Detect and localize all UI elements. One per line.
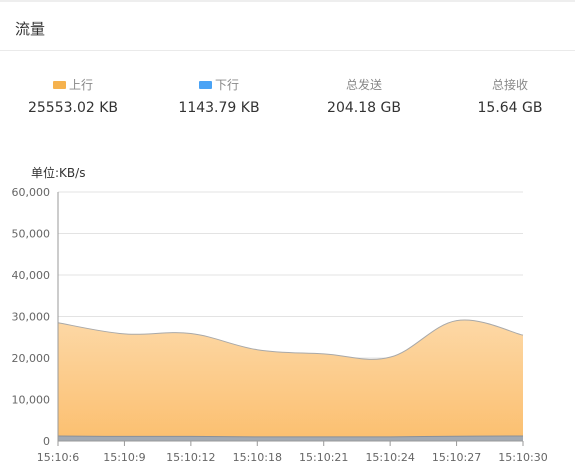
upload-series-line [57,319,524,360]
y-tick-label: 50,000 [12,228,51,241]
stat-upload-label: 上行 [3,76,143,94]
x-tick-label: 15:10:9 [103,451,145,464]
stat-download-label: 下行 [149,76,289,94]
upload-label-text: 上行 [68,78,93,92]
y-tick-label: 10,000 [12,394,51,407]
top-border [0,0,575,2]
stat-total-received-value: 15.64 GB [477,100,543,116]
download-label-text: 下行 [214,78,239,92]
x-tick-label: 15:10:27 [432,451,481,464]
stat-upload-value: 25553.02 KB [27,100,119,116]
y-tick-label: 30,000 [12,311,51,324]
stat-total-sent-label: 总发送 [345,78,382,92]
x-tick-label: 15:10:18 [233,451,282,464]
download-area [58,436,523,441]
traffic-chart: 0 10,000 20,000 30,000 40,000 50,000 60,000 15:… [12,186,548,464]
stat-total-received: 总接收 15.64 GB [440,76,575,116]
panel-title: 流量 [15,20,46,38]
y-tick-label: 60,000 [12,186,51,199]
stat-download: 下行 1143.79 KB [149,76,289,116]
stat-total-received-label: 总接收 [491,78,528,92]
chart-axes: 0 10,000 20,000 30,000 40,000 50,000 60,000 15:… [12,186,548,464]
stat-upload: 上行 25553.02 KB [3,76,143,116]
title-divider [0,50,575,51]
x-tick-label: 15:10:21 [299,451,348,464]
x-tick-label: 15:10:6 [37,451,79,464]
x-tick-label: 15:10:12 [166,451,215,464]
y-tick-label: 40,000 [12,269,51,282]
upload-area [58,320,523,441]
chart-unit-label: 单位:KB/s [31,166,86,180]
x-tick-label: 15:10:30 [498,451,547,464]
stat-total-sent: 总发送 204.18 GB [294,76,434,116]
y-tick-label: 20,000 [12,352,51,365]
chart-series [57,319,524,441]
stat-download-value: 1143.79 KB [178,100,260,116]
download-legend-swatch [198,81,212,89]
upload-legend-swatch [52,81,66,89]
download-series-line [57,435,524,438]
y-tick-label: 0 [43,435,50,448]
stat-total-sent-value: 204.18 GB [327,100,401,116]
x-tick-label: 15:10:24 [365,451,414,464]
